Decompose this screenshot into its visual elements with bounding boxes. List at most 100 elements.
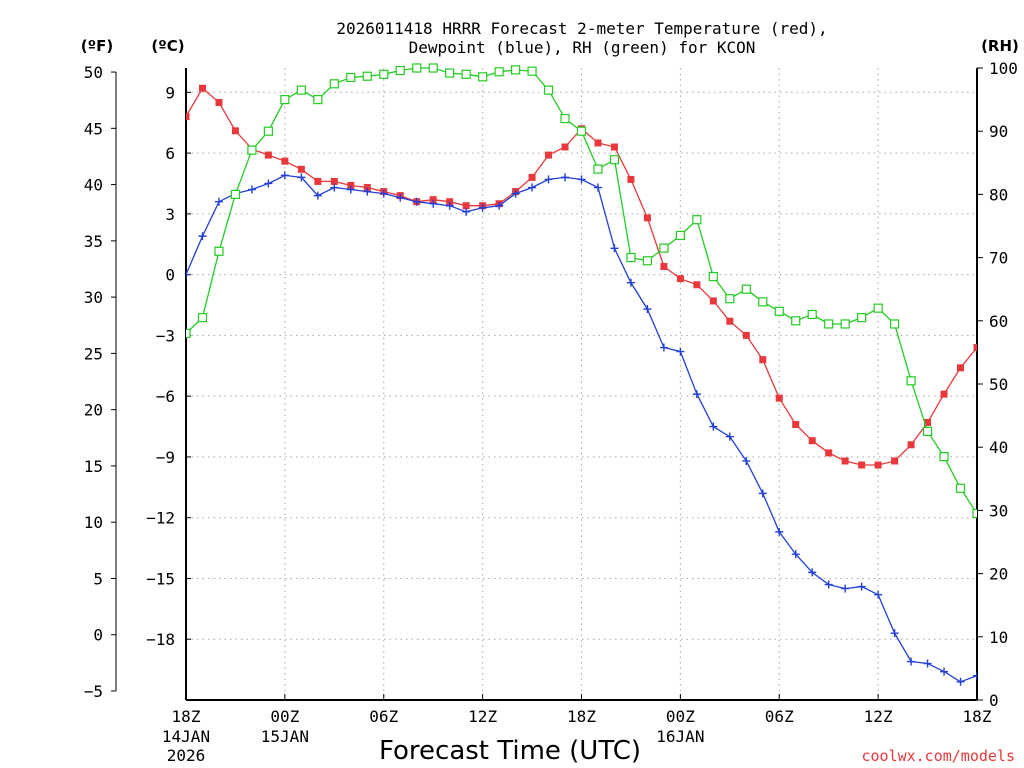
rh-point [560, 113, 570, 124]
dewpoint-point [412, 197, 421, 206]
temperature-point [874, 461, 882, 469]
x-tick-label: 18Z [963, 707, 992, 726]
temperature-point [462, 202, 470, 210]
dewpoint-point [561, 173, 570, 182]
rh-point [758, 297, 768, 307]
rh-point [774, 306, 784, 316]
dewpoint-point [841, 584, 850, 593]
temperature-point [330, 177, 338, 185]
temperature-point [759, 356, 767, 364]
rh-tick-label: 100 [989, 59, 1018, 78]
dewpoint-point [445, 201, 454, 210]
celsius-tick-label: −12 [146, 509, 175, 528]
dewpoint-point [610, 244, 619, 253]
dewpoint-point [198, 232, 207, 241]
dewpoint-point [544, 175, 553, 184]
rh-point [412, 63, 422, 73]
rh-point [576, 126, 587, 136]
dewpoint-point [186, 270, 190, 279]
chart-title-line1: 2026011418 HRRR Forecast 2-meter Tempera… [336, 19, 827, 38]
rh-point [939, 452, 949, 462]
rh-point [510, 65, 521, 75]
rh-point [675, 230, 685, 241]
dewpoint-point [775, 527, 784, 536]
dewpoint-point [758, 489, 767, 498]
data-series [186, 63, 977, 686]
dewpoint-point [956, 677, 965, 686]
temperature-point [627, 175, 635, 183]
temperature-point [347, 181, 355, 189]
dewpoint-point [379, 189, 388, 198]
fahrenheit-tick-label: 45 [84, 119, 103, 138]
fahrenheit-tick-label: 30 [84, 288, 103, 307]
rh-point [461, 69, 471, 79]
dewpoint-point [791, 550, 800, 559]
x-tick-label: 06Z [369, 707, 398, 726]
rh-axis-unit: (RH) [981, 37, 1019, 55]
celsius-tick-label: 3 [165, 205, 175, 224]
dewpoint-point [676, 347, 685, 356]
dewpoint-point [973, 671, 977, 680]
series-line-temperature [186, 87, 977, 466]
dewpoint-point [264, 179, 273, 188]
dewpoint-point [462, 207, 471, 216]
fahrenheit-tick-label: 0 [93, 626, 103, 645]
dewpoint-point [247, 185, 256, 194]
fahrenheit-tick-label: 25 [84, 344, 103, 363]
dewpoint-point [495, 201, 504, 210]
dewpoint-point [528, 183, 537, 192]
fahrenheit-tick-label: 40 [84, 176, 103, 195]
temperature-point [940, 390, 948, 398]
temperature-point [215, 98, 223, 106]
rh-point [955, 483, 966, 493]
dewpoint-point [313, 191, 322, 200]
dewpoint-point [280, 171, 289, 180]
fahrenheit-axis-unit: (ºF) [81, 37, 113, 55]
dewpoint-point [593, 183, 602, 192]
rh-point [741, 284, 751, 294]
rh-tick-label: 40 [989, 438, 1008, 457]
rh-tick-label: 50 [989, 375, 1008, 394]
temperature-point [594, 139, 602, 147]
x-tick-label: 00Z [666, 707, 695, 726]
rh-tick-label: 10 [989, 628, 1008, 647]
rh-point [609, 155, 620, 165]
chart-title-line2: Dewpoint (blue), RH (green) for KCON [409, 38, 756, 57]
dewpoint-point [577, 175, 586, 184]
temperature-point [281, 157, 289, 165]
rh-point [214, 246, 224, 256]
temperature-point [924, 418, 932, 426]
temperature-point [808, 437, 816, 445]
dewpoint-point [478, 203, 487, 212]
rh-point [329, 79, 339, 89]
temperature-point [363, 184, 371, 192]
fahrenheit-tick-label: 20 [84, 401, 103, 420]
x-tick-label: 18Z [567, 707, 596, 726]
watermark: coolwx.com/models [861, 747, 1015, 765]
rh-point [659, 243, 669, 253]
temperature-point [693, 281, 701, 289]
rh-point [791, 316, 801, 326]
dewpoint-point [709, 422, 718, 431]
celsius-tick-label: −9 [156, 448, 175, 467]
temperature-point [676, 275, 684, 283]
celsius-tick-label: 0 [165, 266, 175, 285]
rh-tick-label: 30 [989, 501, 1008, 520]
series-rh [186, 63, 977, 519]
temperature-point [792, 421, 800, 429]
dewpoint-point [511, 189, 520, 198]
rh-point [840, 319, 850, 329]
rh-point [725, 294, 735, 304]
rh-point [857, 313, 867, 323]
dewpoint-point [429, 199, 438, 208]
dewpoint-point [643, 305, 652, 314]
rh-point [428, 63, 438, 73]
rh-point [362, 71, 372, 81]
dewpoint-point [626, 278, 635, 287]
rh-tick-label: 60 [989, 312, 1008, 331]
rh-point [906, 376, 916, 386]
temperature-point [446, 198, 454, 206]
temperature-point [660, 263, 668, 271]
rh-point [890, 319, 900, 329]
